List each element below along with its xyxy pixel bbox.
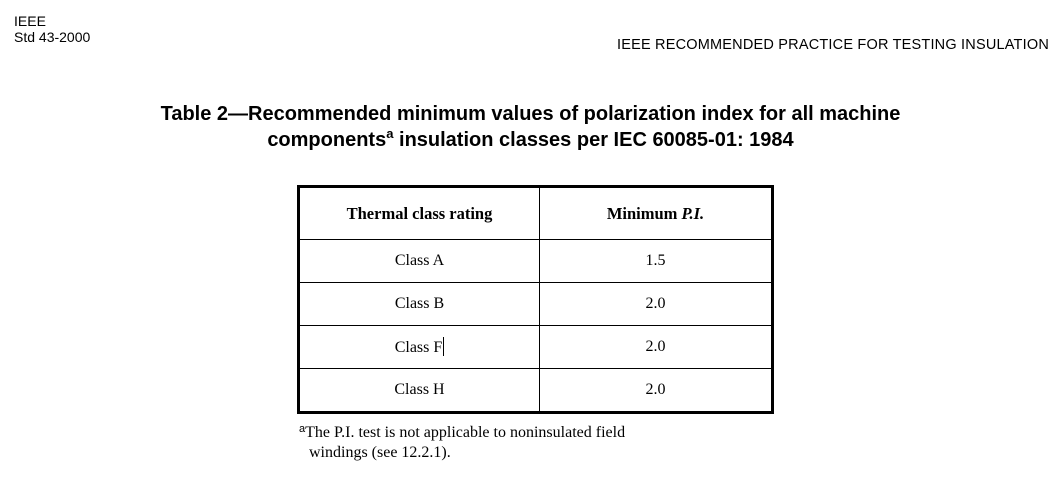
table-row: Class F 2.0 xyxy=(298,325,773,369)
caption-line-2-end: insulation classes per IEC 60085-01: 198… xyxy=(393,129,794,151)
header-org: IEEE xyxy=(14,13,46,29)
cell-min-pi: 2.0 xyxy=(539,325,773,369)
cell-min-pi: 2.0 xyxy=(539,368,773,413)
cell-thermal-class: Class A xyxy=(298,239,540,283)
running-title: IEEE RECOMMENDED PRACTICE FOR TESTING IN… xyxy=(616,37,1049,53)
cell-thermal-class-editing[interactable]: Class F xyxy=(298,325,540,369)
table-row: Class A 1.5 xyxy=(298,239,773,283)
caption-line-1: Table 2—Recommended minimum values of po… xyxy=(160,103,901,125)
header-minimum-pi: Minimum P.I. xyxy=(539,186,773,240)
table-row: Class H 2.0 xyxy=(298,368,773,413)
cell-min-pi: 2.0 xyxy=(539,282,773,326)
caption-footnote-ref: a xyxy=(386,126,394,141)
header-pi-abbrev: P.I. xyxy=(681,203,705,223)
cell-min-pi: 1.5 xyxy=(539,239,773,283)
header-thermal-class: Thermal class rating xyxy=(298,186,540,240)
cell-thermal-class: Class H xyxy=(298,368,540,413)
footnote-line-1: The P.I. test is not applicable to nonin… xyxy=(305,424,626,441)
header-standard-id: IEEE Std 43-2000 xyxy=(14,13,90,45)
footnote-line-2: windings (see 12.2.1). xyxy=(309,444,451,461)
table-footnote: aThe P.I. test is not applicable to noni… xyxy=(299,423,779,463)
caption-line-2: componentsa insulation classes per IEC 6… xyxy=(0,127,1061,153)
caption-line-2-start: components xyxy=(267,129,387,151)
cell-thermal-class: Class B xyxy=(298,282,540,326)
text-cursor xyxy=(443,337,445,356)
header-std-number: Std 43-2000 xyxy=(14,29,91,45)
polarization-index-table: Thermal class rating Minimum P.I. Class … xyxy=(297,185,774,414)
header-minimum-label: Minimum xyxy=(606,203,682,223)
table-header-row: Thermal class rating Minimum P.I. xyxy=(298,186,773,240)
table-row: Class B 2.0 xyxy=(298,282,773,326)
cell-thermal-class-text: Class F xyxy=(394,339,443,356)
table-caption: Table 2—Recommended minimum values of po… xyxy=(0,101,1061,153)
footnote-mark: a xyxy=(299,423,306,435)
